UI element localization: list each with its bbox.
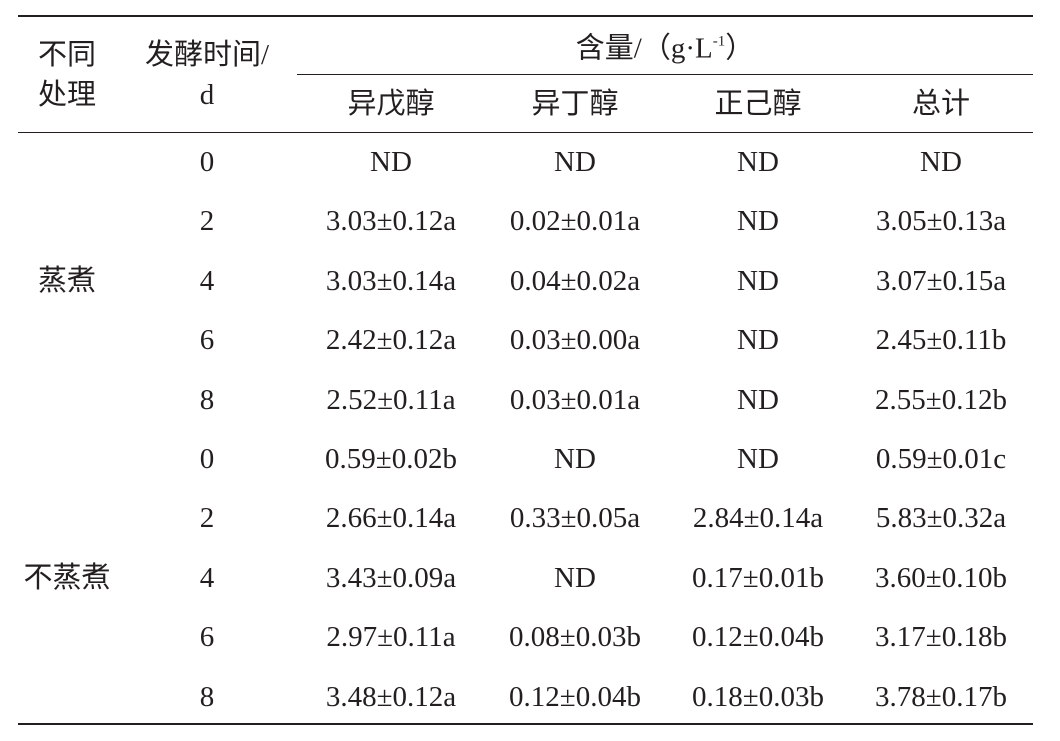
value-cell: 5.83±0.32a (875, 502, 1007, 535)
content-label: 含量/（g·L-1） (576, 25, 754, 66)
header-rule (18, 132, 1033, 133)
value-cell: ND (370, 146, 412, 178)
value-cell: ND (737, 383, 779, 416)
group-label: 蒸煮 (37, 264, 97, 297)
value-cell: 3.78±0.17b (875, 680, 1007, 713)
time-label: d (199, 79, 215, 111)
treatment-label: 处理 (37, 79, 97, 111)
content-label-suffix: ） (725, 32, 755, 65)
time-label: 发酵时间/ (144, 39, 270, 71)
time-cell: 8 (199, 680, 215, 713)
time-cell: 4 (199, 561, 215, 594)
span-rule (297, 74, 1033, 75)
value-cell: 2.42±0.12a (325, 324, 457, 357)
value-cell: ND (554, 443, 596, 475)
value-cell: 0.18±0.03b (692, 680, 824, 713)
value-cell: 2.55±0.12b (875, 383, 1007, 416)
value-cell: 0.59±0.01c (875, 443, 1007, 475)
value-cell: 2.84±0.14a (692, 502, 824, 535)
value-cell: ND (737, 205, 779, 238)
value-cell: 0.03±0.00a (509, 324, 641, 357)
value-cell: ND (554, 561, 596, 594)
value-cell: 3.17±0.18b (875, 621, 1007, 654)
treatment-label: 不同 (37, 39, 97, 71)
time-cell: 4 (199, 264, 215, 297)
time-cell: 0 (199, 146, 215, 178)
time-cell: 0 (199, 443, 215, 475)
value-cell: 0.02±0.01a (509, 205, 641, 238)
top-rule (18, 15, 1033, 17)
value-cell: 0.17±0.01b (692, 561, 824, 594)
content-label-text: 含量/（g·L (575, 32, 713, 65)
value-cell: 0.59±0.02b (325, 443, 457, 475)
value-cell: 3.43±0.09a (325, 561, 457, 594)
value-cell: ND (920, 146, 962, 178)
column-header: 总计 (911, 88, 971, 120)
time-cell: 6 (199, 621, 215, 654)
value-cell: ND (737, 324, 779, 357)
time-cell: 8 (199, 383, 215, 416)
value-cell: 3.48±0.12a (325, 680, 457, 713)
time-cell: 6 (199, 324, 215, 357)
time-cell: 2 (199, 502, 215, 535)
value-cell: 2.97±0.11a (326, 621, 456, 654)
value-cell: 2.52±0.11a (326, 383, 456, 416)
column-header: 异丁醇 (531, 88, 619, 120)
value-cell: 2.45±0.11b (875, 324, 1007, 357)
content-label-sup: -1 (712, 33, 726, 50)
value-cell: 0.04±0.02a (509, 264, 641, 297)
value-cell: 3.03±0.14a (325, 264, 457, 297)
value-cell: 3.60±0.10b (875, 561, 1007, 594)
value-cell: ND (554, 146, 596, 178)
time-cell: 2 (199, 205, 215, 238)
value-cell: 0.12±0.04b (692, 621, 824, 654)
value-cell: 2.66±0.14a (325, 502, 457, 535)
value-cell: ND (737, 146, 779, 178)
value-cell: 3.03±0.12a (325, 205, 457, 238)
bottom-rule (18, 723, 1033, 725)
value-cell: 3.07±0.15a (875, 264, 1007, 297)
value-cell: 0.03±0.01a (509, 383, 641, 416)
column-header: 正己醇 (714, 88, 802, 120)
value-cell: 3.05±0.13a (875, 205, 1007, 238)
column-header: 异戊醇 (347, 88, 435, 120)
value-cell: 0.33±0.05a (509, 502, 641, 535)
value-cell: ND (737, 443, 779, 475)
value-cell: 0.08±0.03b (509, 621, 641, 654)
group-label: 不蒸煮 (23, 561, 111, 594)
value-cell: ND (737, 264, 779, 297)
value-cell: 0.12±0.04b (509, 680, 641, 713)
